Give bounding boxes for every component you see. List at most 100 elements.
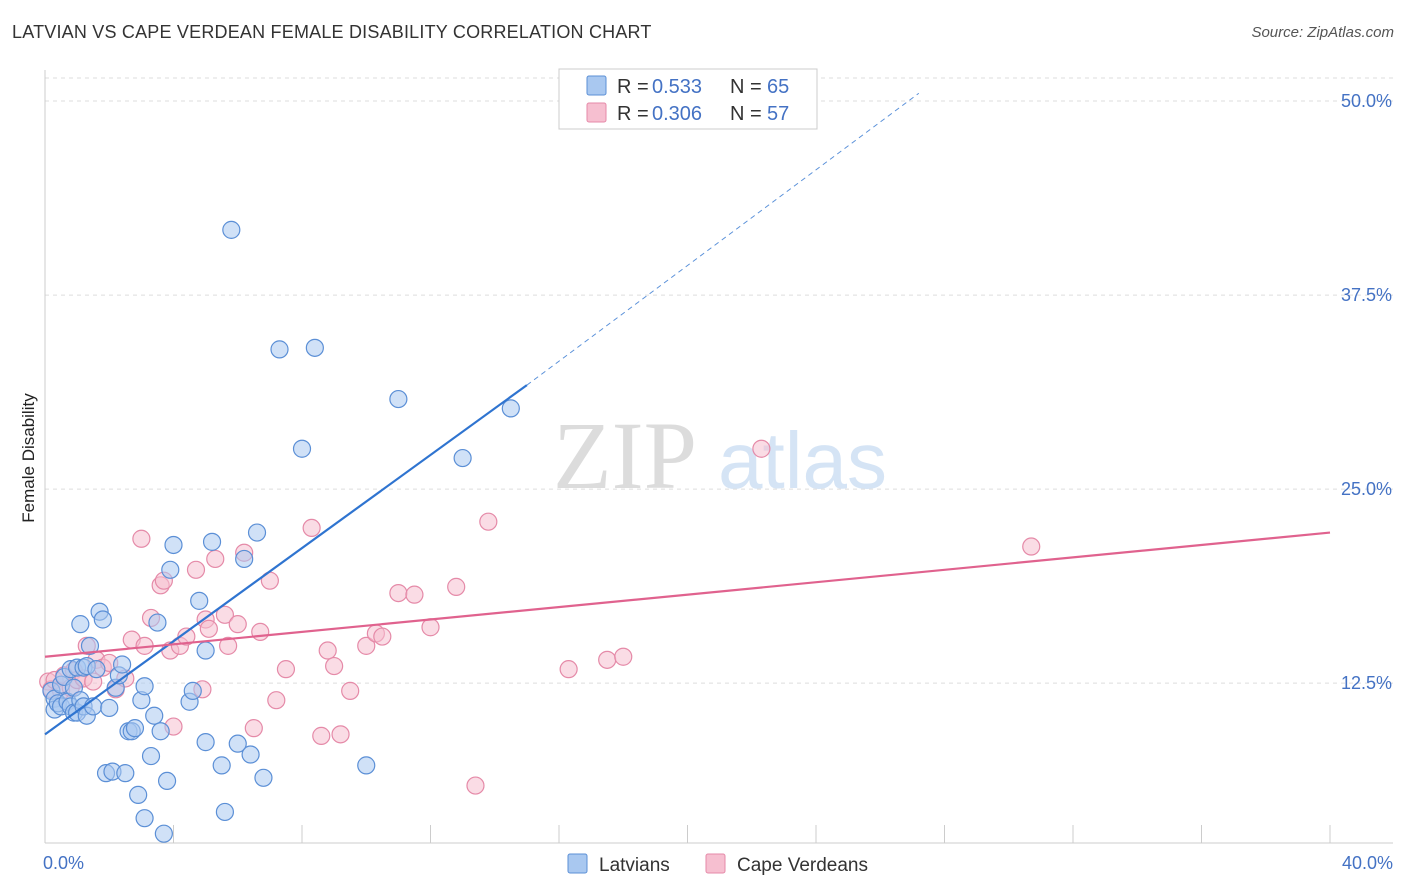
latvians-point-34 — [125, 719, 145, 738]
latvians-point-15 — [71, 615, 90, 634]
legend-n-value-latvians: 65 — [767, 76, 789, 98]
latvians-point-38 — [135, 677, 154, 696]
latvians-point-22 — [87, 660, 106, 679]
chart-title: LATVIAN VS CAPE VERDEAN FEMALE DISABILIT… — [12, 22, 652, 42]
latvians-point-51 — [196, 641, 215, 660]
latvians-point-31 — [116, 764, 135, 783]
cape-verdeans-point-48 — [373, 627, 392, 646]
cape-verdeans-point-53 — [466, 776, 485, 795]
latvians-point-41 — [148, 613, 167, 632]
trend-lines — [44, 92, 1331, 736]
cape-verdeans-point-59 — [1022, 537, 1041, 556]
cape-verdeans-point-40 — [302, 518, 321, 538]
latvians-point-40 — [145, 706, 164, 725]
legend-swatch-cape — [586, 102, 607, 123]
cape-verdeans-point-50 — [405, 585, 424, 604]
cape-verdeans-point-43 — [325, 656, 344, 676]
latvians-point-50 — [196, 733, 215, 752]
latvians-point-64 — [357, 756, 376, 775]
latvians-point-26 — [100, 698, 119, 718]
cape-verdeans-point-17 — [132, 529, 151, 548]
cape-verdeans-trend-line — [44, 531, 1331, 658]
cape-verdeans-point-46 — [357, 636, 376, 655]
legend-n-label-latvians: N = — [730, 76, 762, 98]
legend-r-label-cape: R = — [617, 103, 649, 125]
cape-verdeans-point-42 — [318, 641, 337, 660]
bottom-legend-label-cape: Cape Verdeans — [737, 855, 868, 876]
cape-verdeans-point-41 — [312, 726, 331, 745]
chart-source: Source: ZipAtlas.com — [1251, 24, 1394, 41]
latvians-point-59 — [247, 523, 267, 542]
cape-verdeans-point-29 — [199, 619, 218, 638]
legend-n-value-cape: 57 — [767, 103, 789, 125]
cape-verdeans-point-32 — [219, 636, 238, 655]
cape-verdeans-point-30 — [206, 549, 225, 569]
latvians-point-58 — [241, 745, 260, 764]
bottom-legend-label-latvians: Latvians — [599, 855, 670, 876]
cape-verdeans-point-57 — [614, 647, 633, 666]
latvians-point-61 — [270, 340, 289, 359]
watermark-zip: ZIP — [553, 402, 697, 509]
cape-verdeans-point-55 — [559, 660, 578, 679]
latvians-point-54 — [215, 802, 234, 822]
bottom-legend-swatch-cape — [705, 853, 726, 874]
legend-swatch-latvians — [586, 75, 607, 96]
latvians-point-67 — [501, 399, 520, 418]
y-tick-label-2: 37.5% — [1341, 285, 1392, 305]
latvians-point-43 — [154, 824, 173, 843]
cape-verdeans-point-25 — [177, 627, 196, 646]
cape-verdeans-point-56 — [598, 650, 617, 669]
latvians-point-44 — [157, 771, 177, 791]
latvians-trend-line — [44, 384, 528, 736]
x-tick-label-1: 40.0% — [1342, 853, 1393, 873]
latvians-point-65 — [389, 389, 408, 409]
cape-verdeans-point-36 — [251, 622, 270, 641]
cape-verdeans-point-31 — [215, 605, 234, 624]
latvians-point-52 — [202, 532, 222, 551]
latvians-point-63 — [305, 338, 324, 357]
y-tick-label-3: 50.0% — [1341, 91, 1392, 111]
x-tick-label-0: 0.0% — [43, 853, 84, 873]
latvians-point-48 — [183, 681, 202, 700]
data-points — [39, 220, 1041, 843]
legend-r-label-latvians: R = — [617, 76, 649, 98]
x-tick-labels: 0.0% 40.0% — [43, 853, 1393, 873]
latvians-point-56 — [228, 734, 247, 753]
latvians-point-55 — [222, 220, 241, 239]
latvians-point-53 — [212, 756, 231, 775]
watermark-atlas: atlas — [718, 416, 887, 505]
cape-verdeans-point-39 — [276, 660, 296, 679]
y-tick-label-1: 25.0% — [1341, 479, 1392, 499]
latvians-point-20 — [80, 636, 100, 655]
cape-verdeans-point-35 — [244, 719, 263, 738]
y-tick-label-0: 12.5% — [1341, 673, 1392, 693]
latvians-point-46 — [164, 535, 183, 555]
axes — [44, 70, 1393, 844]
latvians-point-66 — [453, 448, 472, 468]
latvians-point-62 — [292, 439, 312, 458]
bottom-legend-swatch-latvians — [567, 853, 588, 874]
cape-verdeans-point-45 — [341, 681, 360, 700]
latvians-point-60 — [254, 768, 273, 787]
cape-verdeans-point-58 — [752, 439, 771, 458]
latvians-point-57 — [235, 549, 254, 569]
latvians-point-42 — [151, 722, 170, 741]
cape-verdeans-point-51 — [421, 618, 440, 637]
legend-n-label-cape: N = — [730, 103, 762, 125]
latvians-point-37 — [135, 809, 154, 828]
correlation-legend: R = 0.533 N = 65 R = 0.306 N = 57 — [558, 68, 818, 130]
latvians-point-49 — [190, 591, 209, 610]
cape-verdeans-point-26 — [186, 560, 206, 579]
y-tick-labels: 12.5% 25.0% 37.5% 50.0% — [1341, 91, 1392, 693]
cape-verdeans-point-54 — [479, 512, 498, 531]
series-legend: Latvians Cape Verdeans — [567, 853, 868, 876]
cape-verdeans-point-52 — [447, 577, 466, 596]
legend-r-value-cape: 0.306 — [652, 103, 702, 125]
latvians-point-45 — [161, 560, 180, 579]
cape-verdeans-point-49 — [389, 583, 408, 603]
latvians-point-35 — [129, 785, 148, 804]
cape-verdeans-point-44 — [331, 725, 350, 744]
latvians-point-24 — [93, 610, 112, 629]
cape-verdeans-point-33 — [228, 615, 247, 634]
